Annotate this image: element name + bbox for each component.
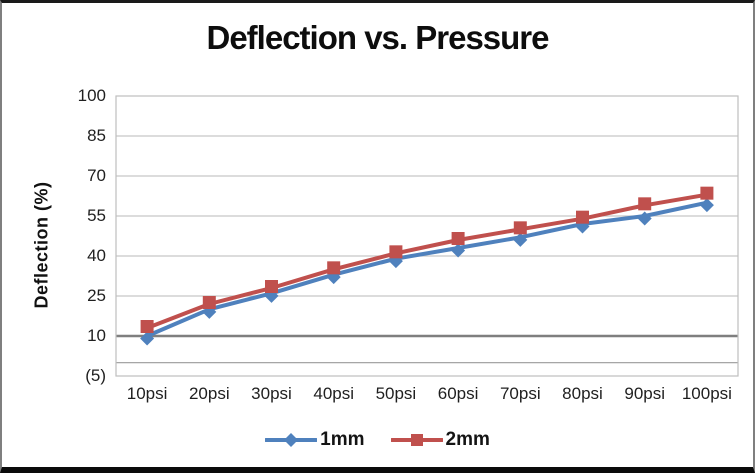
x-axis-label: 30psi [251, 384, 292, 403]
x-axis-label: 80psi [562, 384, 603, 403]
data-point-2mm [389, 245, 403, 259]
series-line-2mm [145, 192, 709, 330]
data-point-2mm [576, 210, 589, 224]
data-point-2mm [202, 296, 216, 309]
legend-label: 1mm [320, 429, 365, 450]
data-point-2mm [700, 186, 714, 200]
y-tick-label: 40 [87, 246, 106, 265]
x-axis-label: 90psi [624, 384, 665, 403]
x-axis-label: 100psi [681, 384, 732, 403]
x-axis-label: 20psi [188, 384, 230, 403]
data-point-2mm [140, 320, 154, 333]
y-tick-label: 10 [87, 326, 106, 345]
chart-title: Deflection vs. Pressure [206, 19, 550, 56]
data-point-2mm [638, 197, 652, 211]
data-point-2mm [513, 221, 527, 235]
legend-marker-square-icon [390, 434, 443, 446]
data-point-2mm [451, 232, 465, 245]
legend-marker-diamond-icon [265, 433, 318, 447]
y-tick-label: 70 [87, 166, 106, 185]
y-tick-label: 100 [77, 86, 106, 105]
data-point-2mm [265, 280, 278, 293]
plot-area [115, 95, 739, 377]
x-axis-label: 10psi [126, 384, 168, 403]
legend-item-1mm: 1mm [265, 429, 365, 451]
legend-item-2mm: 2mm [390, 429, 490, 451]
x-axis-label: 60psi [437, 384, 479, 403]
y-tick-label: 55 [87, 206, 106, 225]
x-axis-label: 70psi [499, 384, 541, 403]
y-tick-label: (5) [85, 366, 106, 385]
y-tick-label: 85 [87, 126, 106, 145]
x-axis-label: 40psi [313, 384, 354, 403]
x-axis-label: 50psi [375, 384, 417, 403]
legend-label: 2mm [445, 429, 490, 450]
plot-border [115, 95, 739, 377]
series-line-1mm [145, 200, 709, 338]
data-point-2mm [327, 261, 341, 275]
y-tick-label: 25 [87, 286, 106, 305]
legend: 1mm 2mm [2, 424, 753, 456]
